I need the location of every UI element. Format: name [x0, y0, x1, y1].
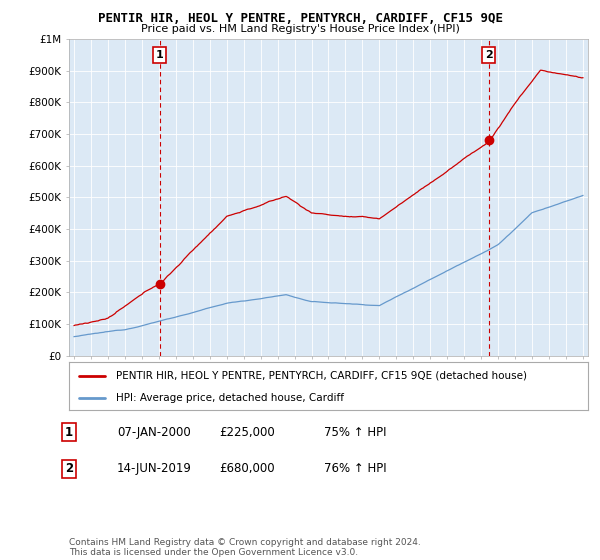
Text: 14-JUN-2019: 14-JUN-2019	[117, 462, 192, 475]
Text: Price paid vs. HM Land Registry's House Price Index (HPI): Price paid vs. HM Land Registry's House …	[140, 24, 460, 34]
Text: 1: 1	[65, 426, 73, 439]
Text: 76% ↑ HPI: 76% ↑ HPI	[324, 462, 386, 475]
Text: 2: 2	[485, 50, 493, 60]
Text: 1: 1	[155, 50, 163, 60]
Text: £680,000: £680,000	[219, 462, 275, 475]
Text: £225,000: £225,000	[219, 426, 275, 439]
Text: 2: 2	[65, 462, 73, 475]
Text: PENTIR HIR, HEOL Y PENTRE, PENTYRCH, CARDIFF, CF15 9QE: PENTIR HIR, HEOL Y PENTRE, PENTYRCH, CAR…	[97, 12, 503, 25]
Text: HPI: Average price, detached house, Cardiff: HPI: Average price, detached house, Card…	[116, 393, 344, 403]
Text: 75% ↑ HPI: 75% ↑ HPI	[324, 426, 386, 439]
Text: PENTIR HIR, HEOL Y PENTRE, PENTYRCH, CARDIFF, CF15 9QE (detached house): PENTIR HIR, HEOL Y PENTRE, PENTYRCH, CAR…	[116, 371, 527, 381]
Text: 07-JAN-2000: 07-JAN-2000	[117, 426, 191, 439]
Text: Contains HM Land Registry data © Crown copyright and database right 2024.
This d: Contains HM Land Registry data © Crown c…	[69, 538, 421, 557]
